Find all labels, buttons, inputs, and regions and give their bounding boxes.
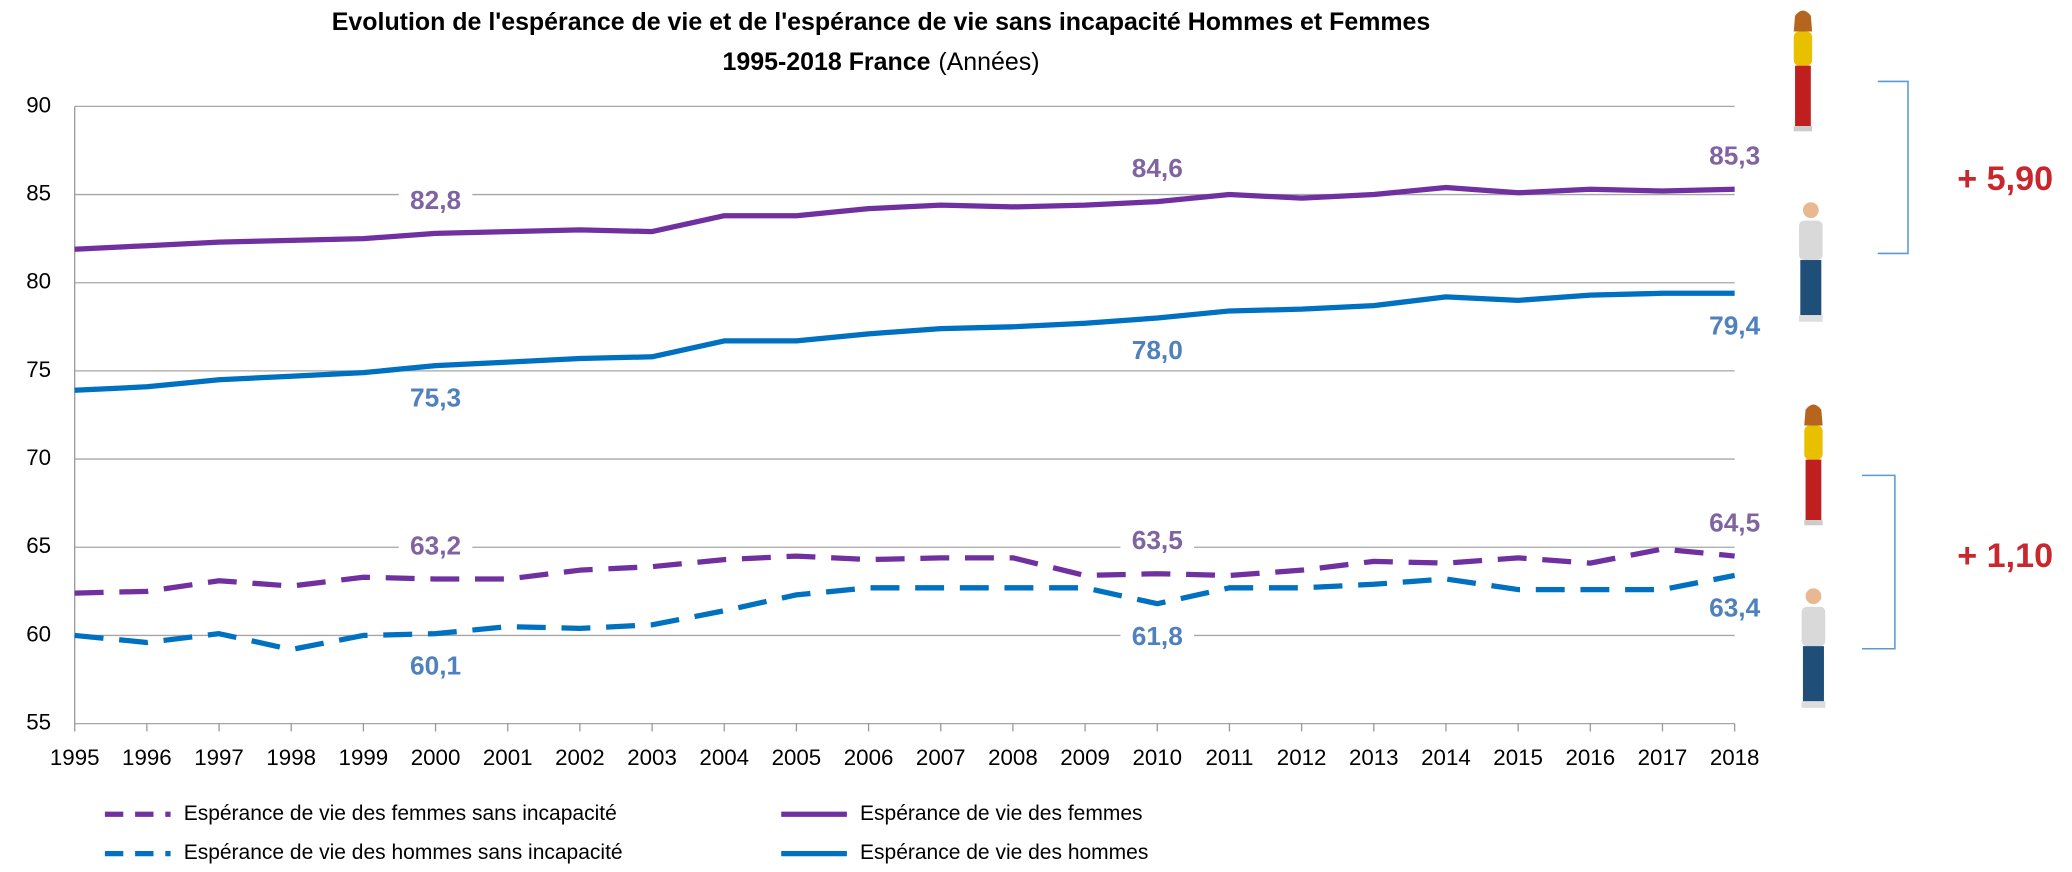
chart-title-line2: 1995-2018 France (Années): [723, 48, 1040, 76]
x-tick-label: 2008: [988, 745, 1038, 770]
label-background: [398, 652, 473, 684]
x-tick-label: 2005: [772, 745, 822, 770]
x-tick-label: 2009: [1060, 745, 1110, 770]
data-label: 85,3: [1709, 141, 1760, 171]
x-tick-label: 2010: [1132, 745, 1182, 770]
chart-unit: (Années): [938, 48, 1039, 76]
data-label: 60,1: [410, 651, 461, 681]
x-tick-label: 1998: [266, 745, 316, 770]
label-background: [1120, 154, 1195, 186]
legend-label: Espérance de vie des hommes: [860, 841, 1148, 864]
series-line: [74, 572, 1736, 653]
legend-label: Espérance de vie des femmes sans incapac…: [184, 802, 617, 825]
series-line: [74, 290, 1735, 393]
data-label: 64,5: [1709, 507, 1760, 537]
x-tick-label: 2017: [1638, 745, 1688, 770]
x-tick-label: 2011: [1205, 745, 1253, 770]
label-background: [1697, 311, 1772, 344]
x-tick-label: 1997: [194, 745, 244, 770]
data-label: 75,3: [410, 383, 461, 413]
label-background: [1120, 526, 1195, 558]
y-tick-label: 65: [26, 533, 51, 558]
y-tick-label: 60: [26, 621, 51, 646]
data-label: 61,8: [1132, 621, 1183, 651]
woman-icon: [1804, 404, 1823, 526]
y-tick-label: 55: [26, 709, 51, 734]
legend-label: Espérance de vie des femmes: [860, 802, 1142, 825]
chart-title: Evolution de l'espérance de vie et de l'…: [332, 8, 1431, 36]
bracket: [1877, 80, 1909, 255]
x-tick-label: 2000: [411, 745, 461, 770]
x-tick-label: 1995: [50, 745, 100, 770]
bracket: [1862, 474, 1896, 650]
label-background: [1120, 336, 1195, 368]
data-label: 84,6: [1132, 153, 1183, 183]
legend-label: Espérance de vie des hommes sans incapac…: [184, 841, 623, 864]
x-tick-label: 2018: [1710, 745, 1760, 770]
label-background: [398, 531, 473, 564]
y-tick-label: 90: [26, 92, 51, 117]
data-label: 79,4: [1709, 310, 1760, 340]
x-tick-label: 2006: [844, 745, 894, 770]
data-label: 63,5: [1132, 525, 1183, 555]
label-background: [398, 383, 473, 416]
label-background: [1120, 622, 1195, 654]
label-background: [1697, 593, 1772, 626]
man-icon: [1799, 202, 1823, 322]
data-label: 63,4: [1709, 593, 1760, 623]
y-tick-label: 80: [26, 269, 51, 294]
x-tick-label: 2001: [483, 745, 533, 770]
series-line: [74, 546, 1735, 596]
x-tick-label: 2004: [699, 745, 749, 770]
x-tick-label: 2003: [627, 745, 677, 770]
x-tick-label: 1999: [339, 745, 389, 770]
data-label: 78,0: [1132, 335, 1183, 365]
label-background: [1697, 141, 1772, 174]
y-tick-label: 70: [26, 445, 51, 470]
x-tick-label: 2014: [1421, 745, 1471, 770]
annotation: + 5,90: [1957, 160, 2053, 198]
man-icon: [1801, 588, 1826, 708]
y-tick-label: 85: [26, 180, 51, 205]
series-line: [74, 184, 1735, 252]
chart-subtitle: 1995-2018 France: [723, 48, 931, 76]
woman-icon: [1793, 10, 1813, 132]
y-tick-label: 75: [26, 357, 51, 382]
x-tick-label: 2015: [1493, 745, 1543, 770]
x-tick-label: 2007: [916, 745, 966, 770]
data-label: 63,2: [410, 530, 461, 560]
x-tick-label: 2013: [1349, 745, 1399, 770]
x-tick-label: 2012: [1277, 745, 1327, 770]
label-background: [398, 186, 473, 218]
data-label: 82,8: [410, 185, 461, 215]
label-background: [1697, 508, 1772, 541]
x-tick-label: 2016: [1565, 745, 1615, 770]
x-tick-label: 2002: [555, 745, 605, 770]
x-tick-label: 1996: [122, 745, 172, 770]
annotation: + 1,10: [1957, 537, 2053, 575]
